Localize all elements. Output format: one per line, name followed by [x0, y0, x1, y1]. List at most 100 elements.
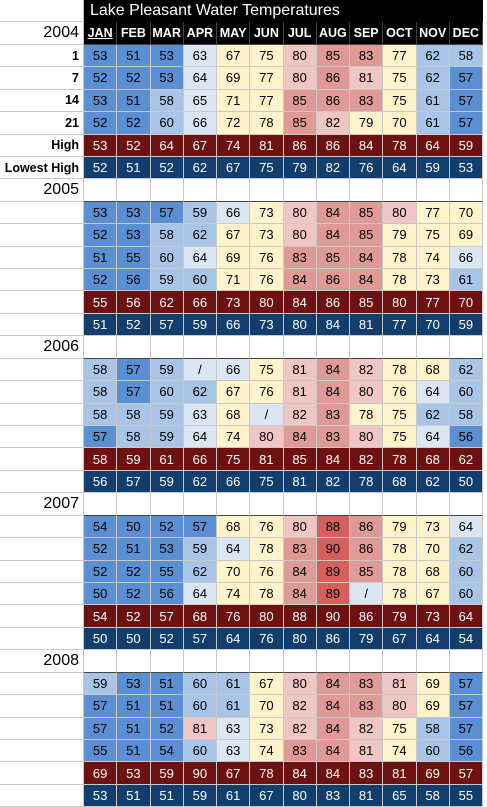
day-row-label[interactable] — [0, 224, 84, 247]
month-header-oct[interactable] — [383, 179, 417, 202]
day-row-label[interactable] — [0, 269, 84, 292]
temp-cell[interactable]: 76 — [250, 627, 284, 651]
temp-cell[interactable]: 51 — [117, 717, 151, 740]
temp-cell[interactable]: 70 — [250, 695, 284, 718]
temp-cell[interactable]: 50 — [117, 515, 151, 539]
temp-cell[interactable]: 74 — [416, 246, 450, 270]
month-header-jun[interactable]: JUN — [250, 22, 284, 45]
day-row-label[interactable]: 21 — [0, 112, 84, 135]
temp-cell[interactable]: 90 — [183, 762, 217, 785]
month-header-jun[interactable] — [250, 336, 284, 359]
temp-cell[interactable]: 84 — [316, 762, 350, 785]
temp-cell[interactable]: 51 — [84, 246, 118, 270]
temp-cell[interactable]: 74 — [217, 582, 251, 606]
temp-cell[interactable]: 80 — [283, 784, 317, 807]
temp-cell[interactable]: 67 — [217, 156, 251, 180]
temp-cell[interactable]: 84 — [316, 358, 350, 382]
temp-cell[interactable]: 52 — [150, 627, 184, 651]
temp-cell[interactable]: 64 — [217, 538, 251, 561]
temp-cell[interactable]: 52 — [150, 515, 184, 539]
temp-cell[interactable]: 62 — [416, 44, 450, 68]
temp-cell[interactable]: 80 — [383, 201, 417, 225]
high-row-label[interactable] — [0, 605, 84, 628]
temp-cell[interactable]: 57 — [183, 515, 217, 539]
temp-cell[interactable]: 63 — [217, 717, 251, 740]
temp-cell[interactable]: 84 — [316, 695, 350, 718]
temp-cell[interactable]: 50 — [84, 582, 118, 606]
temp-cell[interactable]: 85 — [350, 291, 384, 314]
temp-cell[interactable]: 67 — [383, 627, 417, 651]
temp-cell[interactable]: 64 — [217, 627, 251, 651]
temp-cell[interactable]: 78 — [383, 246, 417, 270]
temp-cell[interactable]: 57 — [150, 201, 184, 225]
temp-cell[interactable]: 57 — [150, 605, 184, 628]
temp-cell[interactable]: 82 — [283, 717, 317, 740]
temp-cell[interactable]: 64 — [183, 67, 217, 90]
temp-cell[interactable]: 77 — [250, 89, 284, 113]
day-row-label[interactable] — [0, 672, 84, 696]
temp-cell[interactable]: 61 — [416, 112, 450, 135]
temp-cell[interactable]: 62 — [183, 470, 217, 494]
temp-cell[interactable]: 78 — [250, 112, 284, 135]
temp-cell[interactable]: 75 — [383, 403, 417, 427]
temp-cell[interactable]: 62 — [150, 291, 184, 314]
temp-cell[interactable]: 82 — [350, 358, 384, 382]
temp-cell[interactable]: 59 — [150, 358, 184, 382]
month-header-nov[interactable]: NOV — [416, 22, 450, 45]
temp-cell[interactable]: 51 — [117, 739, 151, 763]
temp-cell[interactable]: 51 — [117, 89, 151, 113]
temp-cell[interactable]: 81 — [250, 448, 284, 471]
month-header-aug[interactable] — [316, 650, 350, 673]
temp-cell[interactable]: 61 — [217, 672, 251, 696]
lowest-high-row-label[interactable] — [0, 313, 84, 337]
temp-cell[interactable]: 77 — [383, 313, 417, 337]
temp-cell[interactable]: 70 — [383, 112, 417, 135]
temp-cell[interactable]: 66 — [217, 358, 251, 382]
month-header-mar[interactable] — [150, 179, 184, 202]
temp-cell[interactable]: 80 — [250, 291, 284, 314]
year-label[interactable]: 2008 — [0, 650, 84, 673]
month-header-sep[interactable] — [350, 493, 384, 516]
temp-cell[interactable]: 56 — [449, 426, 483, 449]
month-header-feb[interactable] — [117, 336, 151, 359]
temp-cell[interactable]: 56 — [117, 291, 151, 314]
day-row-label[interactable] — [0, 560, 84, 583]
temp-cell[interactable]: 59 — [150, 762, 184, 785]
temp-cell[interactable]: 78 — [383, 538, 417, 561]
temp-cell[interactable]: 69 — [416, 762, 450, 785]
temp-cell[interactable]: 71 — [217, 89, 251, 113]
temp-cell[interactable]: 52 — [150, 717, 184, 740]
day-row-label[interactable] — [0, 358, 84, 382]
temp-cell[interactable]: 80 — [283, 67, 317, 90]
temp-cell[interactable]: 74 — [383, 739, 417, 763]
temp-cell[interactable]: 56 — [150, 582, 184, 606]
temp-cell[interactable]: 67 — [217, 224, 251, 247]
temp-cell[interactable]: 53 — [117, 224, 151, 247]
temp-cell[interactable]: 63 — [183, 44, 217, 68]
month-header-mar[interactable]: MAR — [150, 22, 184, 45]
temp-cell[interactable]: 66 — [183, 448, 217, 471]
month-header-sep[interactable]: SEP — [350, 22, 384, 45]
temp-cell[interactable]: 76 — [383, 381, 417, 404]
temp-cell[interactable]: 84 — [316, 201, 350, 225]
temp-cell[interactable]: 54 — [150, 739, 184, 763]
temp-cell[interactable]: 80 — [283, 672, 317, 696]
temp-cell[interactable]: 81 — [383, 672, 417, 696]
temp-cell[interactable]: 75 — [383, 67, 417, 90]
temp-cell[interactable]: 79 — [383, 605, 417, 628]
temp-cell[interactable]: 76 — [250, 381, 284, 404]
temp-cell[interactable]: 84 — [350, 246, 384, 270]
temp-cell[interactable]: 60 — [150, 112, 184, 135]
month-header-oct[interactable] — [383, 493, 417, 516]
temp-cell[interactable]: 78 — [250, 582, 284, 606]
temp-cell[interactable]: 84 — [316, 224, 350, 247]
temp-cell[interactable]: 63 — [217, 739, 251, 763]
temp-cell[interactable]: 77 — [416, 201, 450, 225]
temp-cell[interactable]: 84 — [283, 426, 317, 449]
temp-cell[interactable]: 70 — [449, 291, 483, 314]
temp-cell[interactable]: 57 — [449, 67, 483, 90]
temp-cell[interactable]: 83 — [283, 538, 317, 561]
temp-cell[interactable]: 69 — [84, 762, 118, 785]
temp-cell[interactable]: 65 — [183, 89, 217, 113]
temp-cell[interactable]: 85 — [350, 224, 384, 247]
